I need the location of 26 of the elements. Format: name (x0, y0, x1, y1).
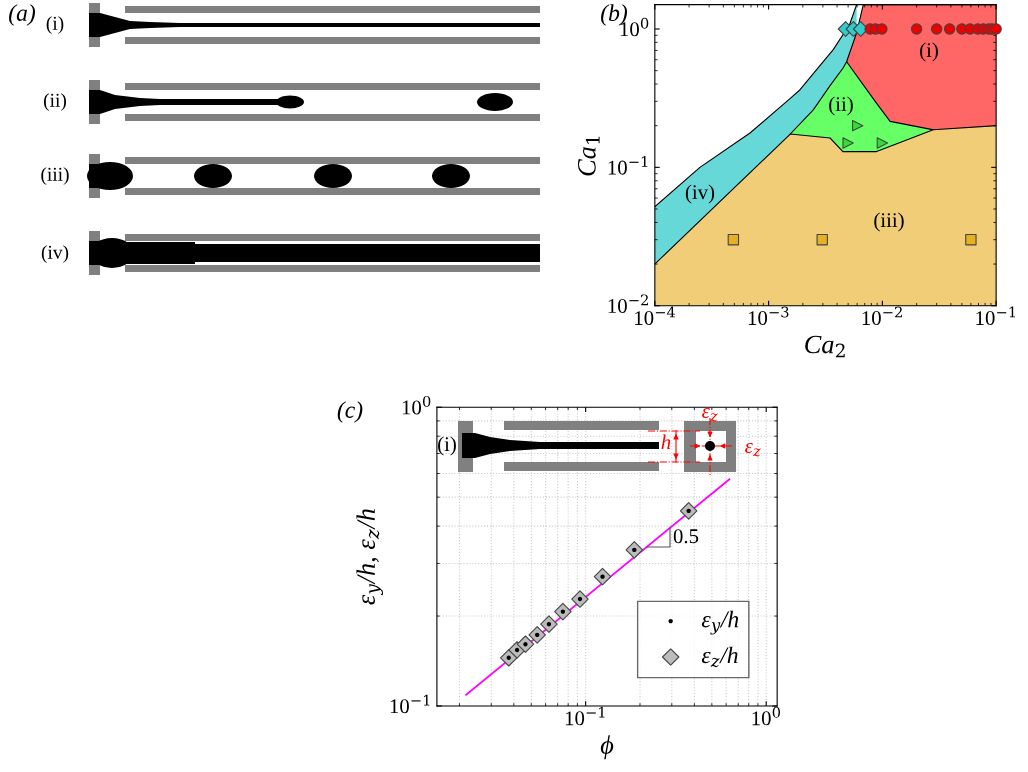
x-axis-title: ϕ (600, 735, 614, 760)
text: (i) (46, 16, 64, 34)
annotation: 0.5 (673, 529, 699, 544)
annotation: (iii) (874, 212, 904, 232)
text: (a) (9, 4, 36, 26)
annotation: (ii) (829, 96, 853, 116)
y-axis-title: Ca$_{1}$ (577, 136, 600, 176)
x-axis-title: Ca$_{2}$ (805, 335, 845, 358)
y-tick-label: 10$^{−1}$ (608, 156, 648, 175)
y-axis-title: ε$_{y}$/h, ε$_{z}$/h (356, 509, 383, 605)
x-tick-label: 10$^{−1}$ (976, 306, 1016, 326)
annotation: (i) (438, 436, 456, 456)
text: (c) (337, 401, 363, 423)
annotation: ε$_{z}$ (745, 443, 761, 457)
text: (iv) (41, 245, 69, 263)
annotation: h (661, 434, 671, 450)
annotation: ε$_{z}$ (702, 408, 718, 422)
legend-label: ε$_{z}$/h (701, 646, 738, 668)
x-tick-label: 10$^{−4}$ (635, 306, 676, 326)
legend-label: ε$_{y}$/h (701, 610, 739, 635)
text: (iii) (41, 167, 69, 185)
x-tick-label: 10$^{−2}$ (862, 306, 902, 326)
text: (ii) (43, 93, 67, 111)
x-tick-label: 10$^{−3}$ (748, 306, 789, 326)
annotation: (iv) (685, 184, 715, 204)
annotation: (i) (920, 42, 938, 62)
